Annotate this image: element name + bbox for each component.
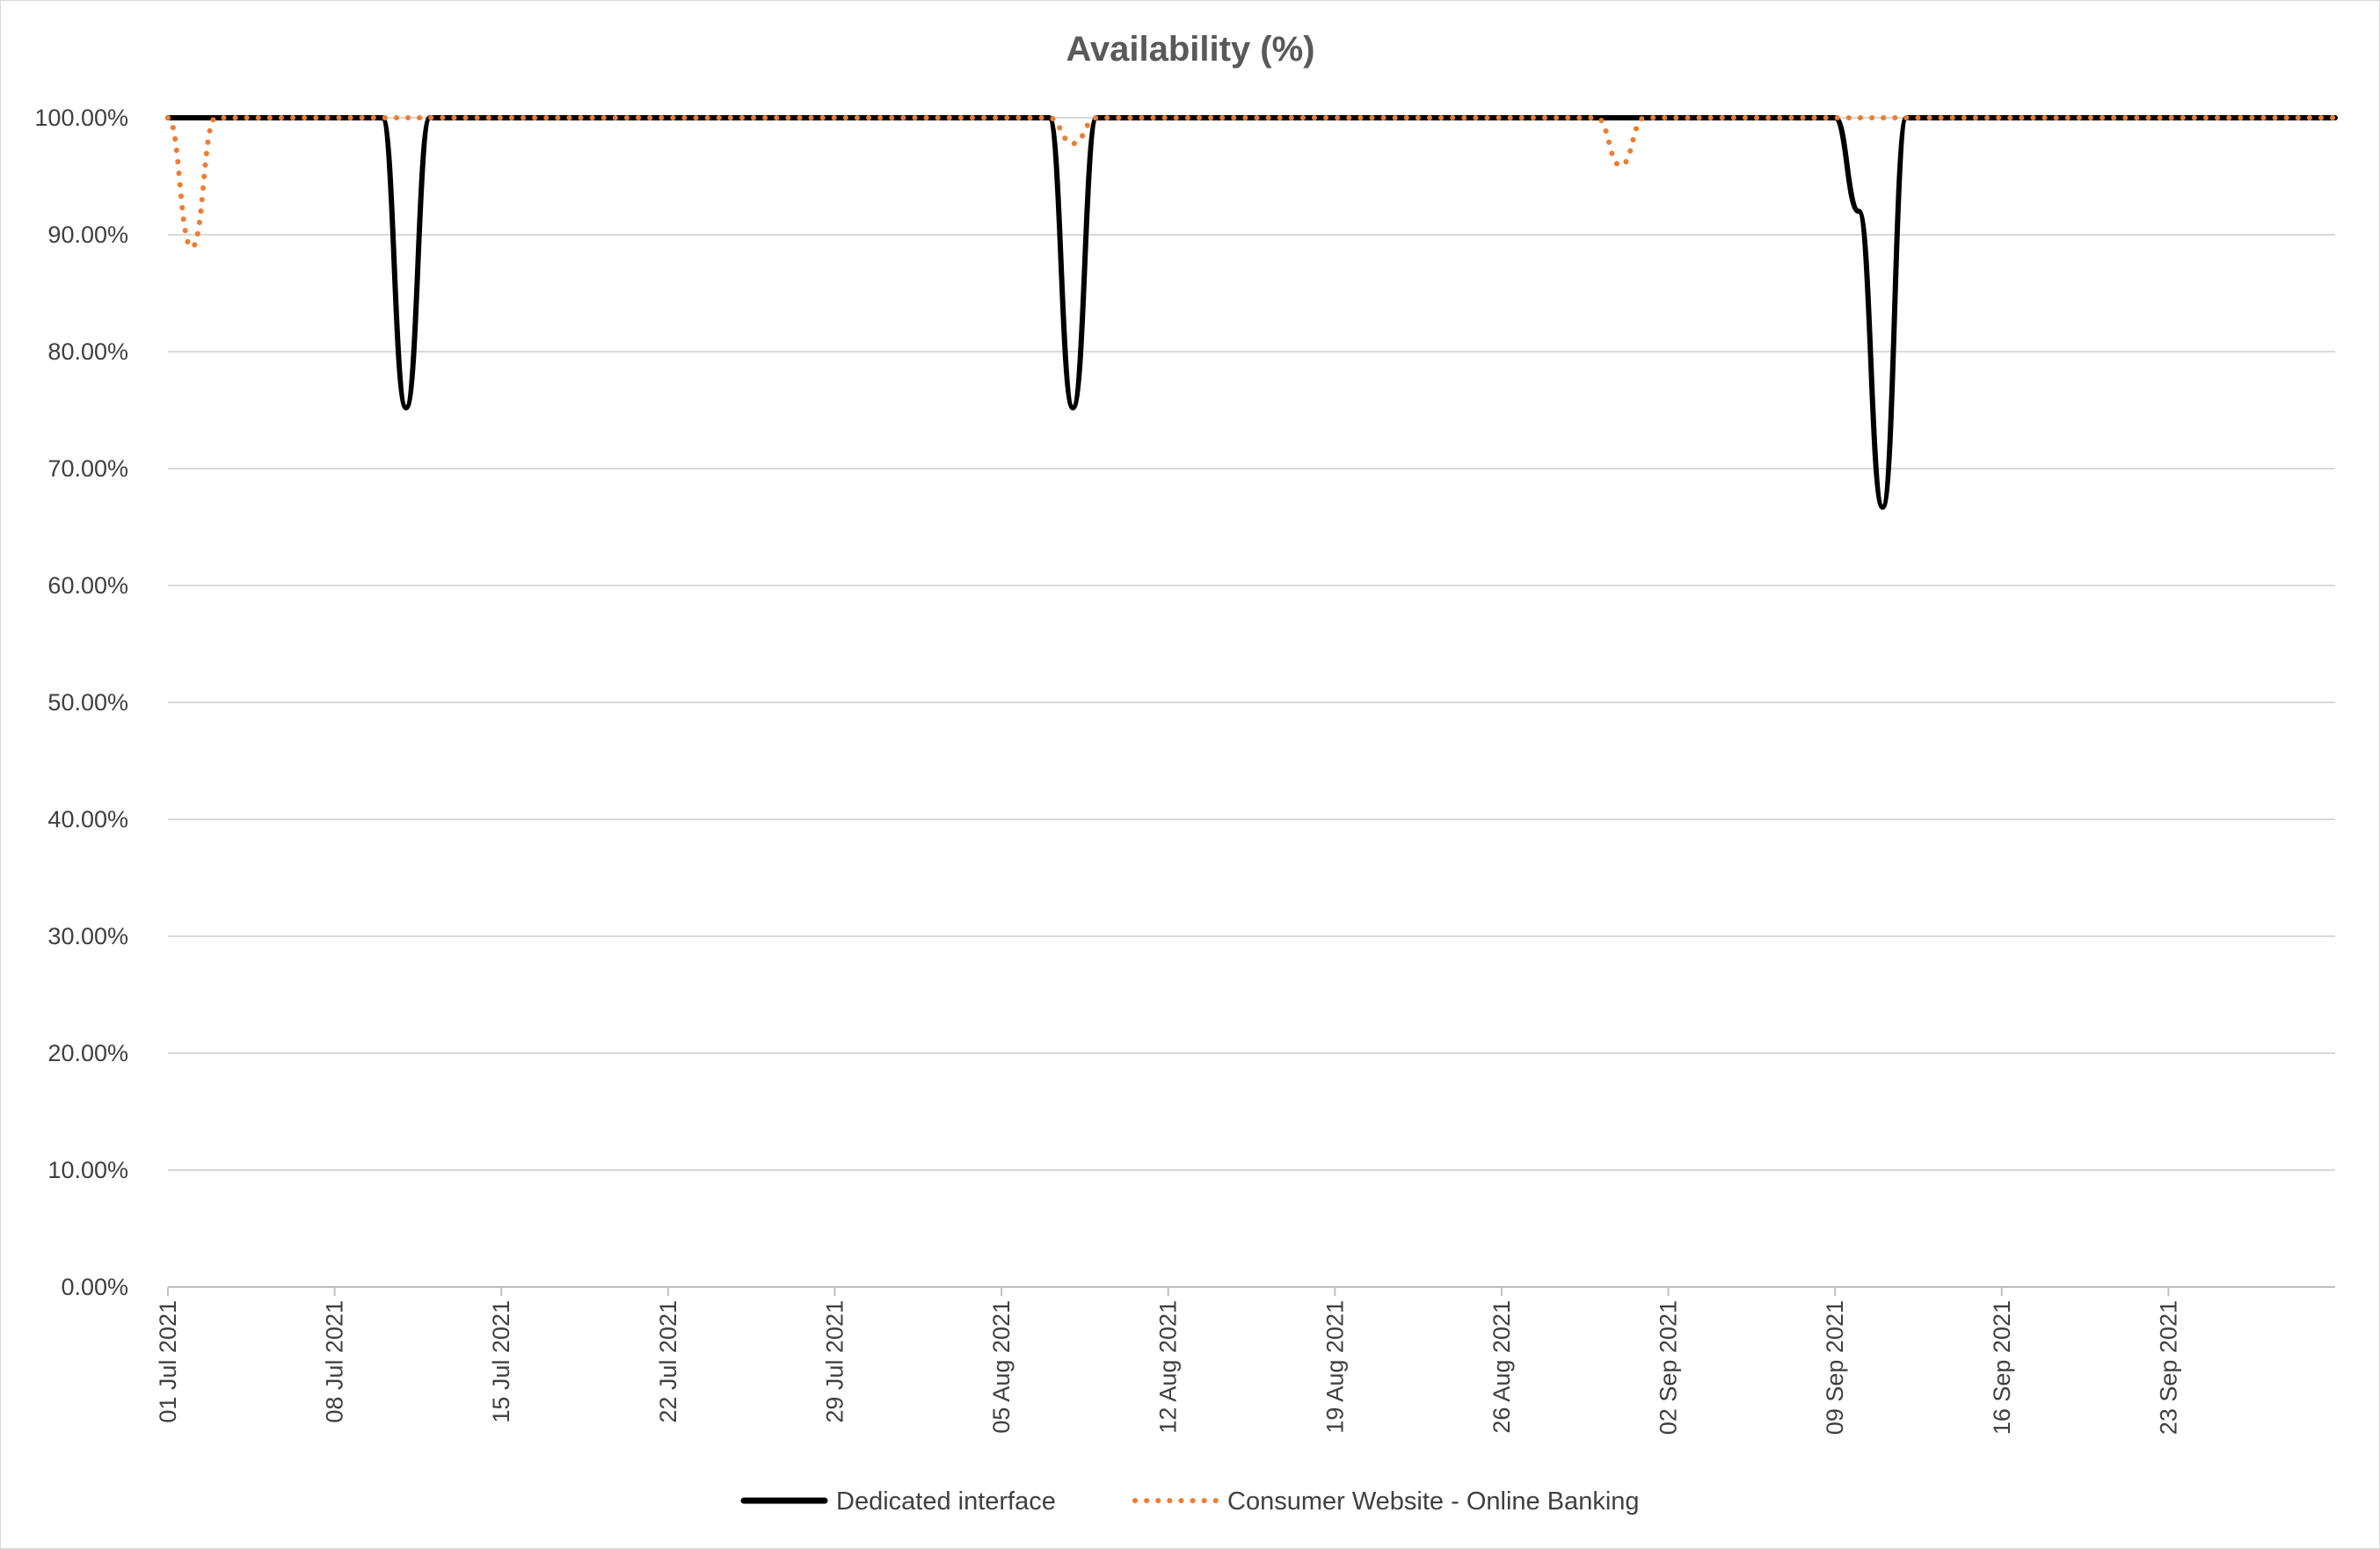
y-axis: 0.00% 10.00% 20.00% 30.00% 40.00% 50.00% 60.00… xyxy=(34,105,128,1300)
x-tick-label: 15 Jul 2021 xyxy=(488,1300,514,1423)
x-tick-label: 08 Jul 2021 xyxy=(322,1300,348,1423)
y-tick-label: 10.00% xyxy=(47,1157,128,1183)
y-tick-label: 30.00% xyxy=(47,923,128,949)
legend: Dedicated interface Consumer Website - On… xyxy=(740,1487,1640,1516)
x-tick-label: 05 Aug 2021 xyxy=(988,1300,1015,1434)
x-tick-label: 22 Jul 2021 xyxy=(655,1300,681,1423)
y-tick-label: 20.00% xyxy=(47,1040,128,1066)
y-tick-label: 100.00% xyxy=(34,105,128,131)
x-tick-label: 23 Sep 2021 xyxy=(2155,1300,2181,1435)
x-tick-label: 19 Aug 2021 xyxy=(1321,1300,1348,1434)
y-tick-label: 40.00% xyxy=(47,806,128,833)
chart-title: Availability (%) xyxy=(1066,30,1314,69)
y-tick-label: 60.00% xyxy=(47,572,128,599)
x-tick-label: 26 Aug 2021 xyxy=(1488,1300,1515,1434)
x-tick-label: 16 Sep 2021 xyxy=(1989,1300,2015,1435)
x-tick-label: 09 Sep 2021 xyxy=(1822,1300,1848,1435)
y-tick-label: 90.00% xyxy=(47,222,128,248)
series-line-dedicated-interface xyxy=(165,115,2338,510)
x-tick-label: 01 Jul 2021 xyxy=(155,1300,181,1423)
y-tick-label: 70.00% xyxy=(47,455,128,482)
x-tick-label: 12 Aug 2021 xyxy=(1155,1300,1182,1434)
plot-area xyxy=(165,115,2338,510)
legend-label: Consumer Website - Online Banking xyxy=(1227,1487,1640,1516)
y-tick-label: 50.00% xyxy=(47,689,128,716)
x-tick-label: 02 Sep 2021 xyxy=(1656,1300,1682,1435)
y-tick-label: 80.00% xyxy=(47,338,128,365)
series-line-consumer-website xyxy=(165,115,2338,251)
y-tick-label: 0.00% xyxy=(61,1274,128,1300)
x-axis: 01 Jul 2021 08 Jul 2021 15 Jul 2021 22 Jul … xyxy=(155,1286,2335,1435)
x-tick-label: 29 Jul 2021 xyxy=(821,1300,848,1423)
legend-label: Dedicated interface xyxy=(836,1487,1056,1516)
gridlines xyxy=(168,117,2335,1171)
